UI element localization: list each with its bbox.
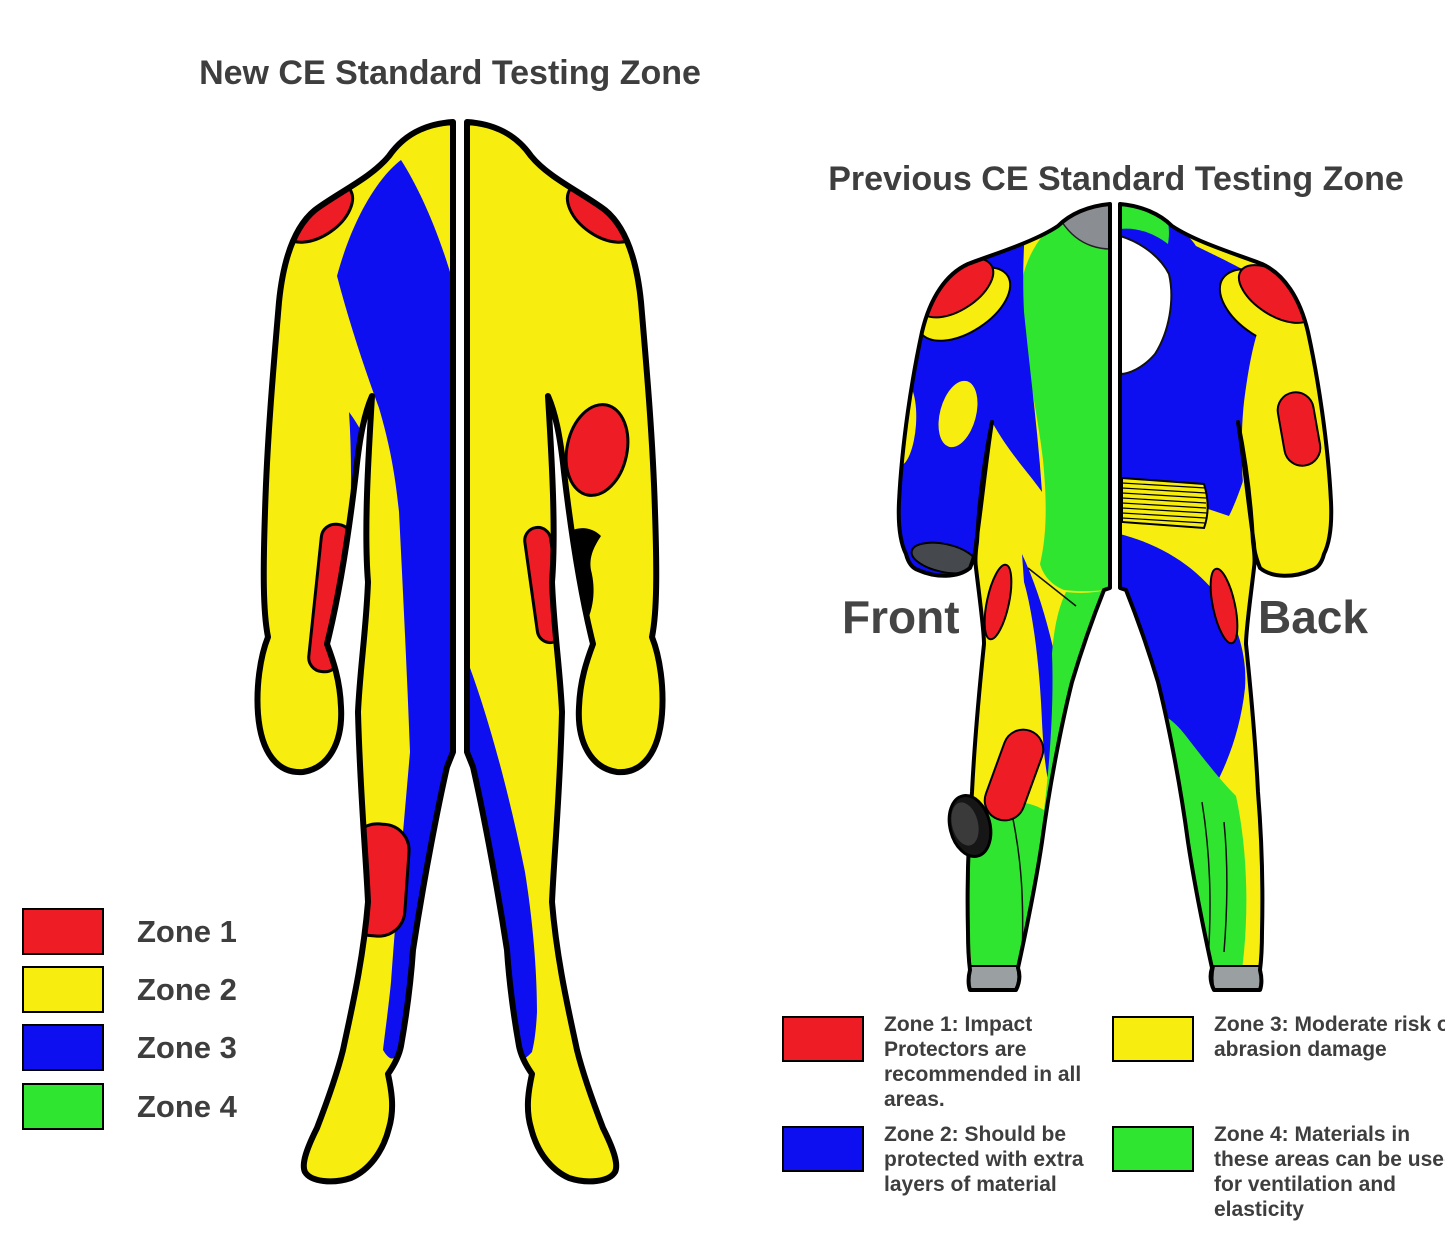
back-view-label: Back: [1258, 591, 1368, 643]
legend-row-zone3: Zone 3: [22, 1024, 237, 1071]
zone1-swatch: [22, 908, 104, 955]
zone1-elbow-pad-back: [1276, 391, 1322, 467]
zone3-label: Zone 3: [137, 1029, 237, 1065]
previous-standard-suit-illustration: [896, 202, 1334, 992]
prev-suit-front-outline: [896, 202, 1112, 992]
zone4-label: Zone 4: [137, 1088, 237, 1124]
prev-zone4-label: Zone 4: Materials in these areas can be …: [1214, 1123, 1445, 1221]
prev-zone3-label: Zone 3: Moderate risk of abrasion damage: [1214, 1013, 1445, 1061]
prev-suit-back-half: [1119, 204, 1332, 990]
zone1-hip-patch-front: [983, 563, 1013, 641]
boot-sole-back: [1211, 965, 1264, 990]
prev-suit-front-half: [898, 204, 1111, 990]
prev-zone2-label: Zone 2: Should be protected with extra l…: [884, 1123, 1084, 1196]
stretch-rib-panel: [1121, 476, 1209, 530]
new-standard-suit-illustration: [254, 119, 666, 1185]
front-view-label: Front: [842, 591, 960, 643]
new-standard-title: New CE Standard Testing Zone: [199, 54, 701, 92]
new-suit-front-outline: [254, 119, 456, 1185]
boot-sole-front: [967, 965, 1020, 990]
legend-row-zone2: Zone 2: [22, 966, 237, 1013]
zone2-label: Zone 2: [137, 971, 237, 1007]
zone1-label: Zone 1: [137, 913, 237, 949]
zone4-torso-panel-front: [1019, 204, 1110, 592]
zone2-swatch: [22, 966, 104, 1013]
zone1-hip-patch-back: [1209, 567, 1239, 645]
legend-row-zone1: Zone 1: [22, 908, 237, 955]
prev-suit-back-outline: [1118, 202, 1334, 992]
prev-zone4-swatch: [1112, 1126, 1194, 1172]
collar-notch: [1119, 234, 1173, 376]
prev-zone3-swatch: [1112, 1016, 1194, 1062]
new-suit-back-outline: [464, 119, 666, 1185]
prev-zone1-swatch: [782, 1016, 864, 1062]
prev-zone1-label: Zone 1: Impact Protectors are recommende…: [884, 1013, 1082, 1111]
zone3-chest-panel: [337, 160, 453, 1059]
zone3-elbow-accent: [938, 380, 978, 448]
calf-seam-1: [1201, 801, 1211, 963]
zone4-swatch: [22, 1083, 104, 1130]
zone1-knee-patch-front: [345, 822, 411, 938]
calf-seam-2: [1223, 821, 1228, 953]
prev-zone2-swatch: [782, 1126, 864, 1172]
zone3-swatch: [22, 1024, 104, 1071]
crotch-seam: [1027, 567, 1077, 607]
zone3-lower-leg-panel-back: [467, 660, 537, 1060]
knee-slider-puck: [947, 794, 993, 858]
previous-standard-title: Previous CE Standard Testing Zone: [828, 160, 1404, 198]
zone1-thigh-pad-front: [983, 728, 1045, 822]
legend-row-zone4: Zone 4: [22, 1083, 237, 1130]
zone1-elbow-patch-back: [564, 403, 630, 497]
